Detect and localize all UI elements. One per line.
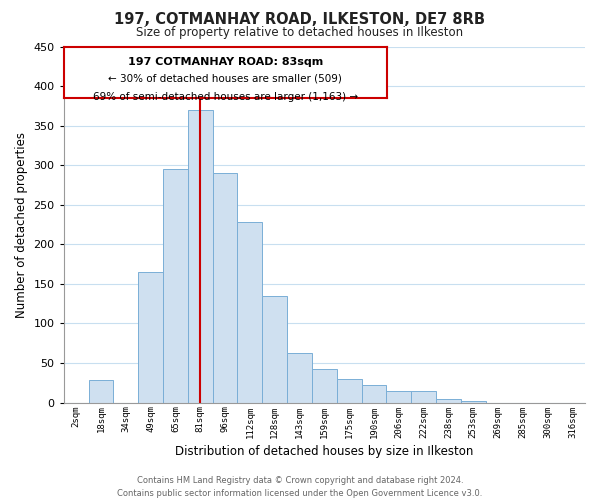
X-axis label: Distribution of detached houses by size in Ilkeston: Distribution of detached houses by size … [175,444,473,458]
Bar [262,296,287,403]
Text: 197, COTMANHAY ROAD, ILKESTON, DE7 8RB: 197, COTMANHAY ROAD, ILKESTON, DE7 8RB [115,12,485,28]
Bar [212,173,238,402]
Bar [461,401,486,402]
Bar [163,169,188,402]
Bar [411,390,436,402]
Bar [188,110,212,403]
Y-axis label: Number of detached properties: Number of detached properties [15,132,28,318]
Bar [312,368,337,402]
Bar [337,379,362,402]
Bar [436,398,461,402]
Bar [287,354,312,403]
Bar [89,380,113,402]
Bar [386,392,411,402]
Text: Contains HM Land Registry data © Crown copyright and database right 2024.
Contai: Contains HM Land Registry data © Crown c… [118,476,482,498]
Bar [362,385,386,402]
Bar [238,222,262,402]
Bar [138,272,163,402]
Text: Size of property relative to detached houses in Ilkeston: Size of property relative to detached ho… [136,26,464,39]
